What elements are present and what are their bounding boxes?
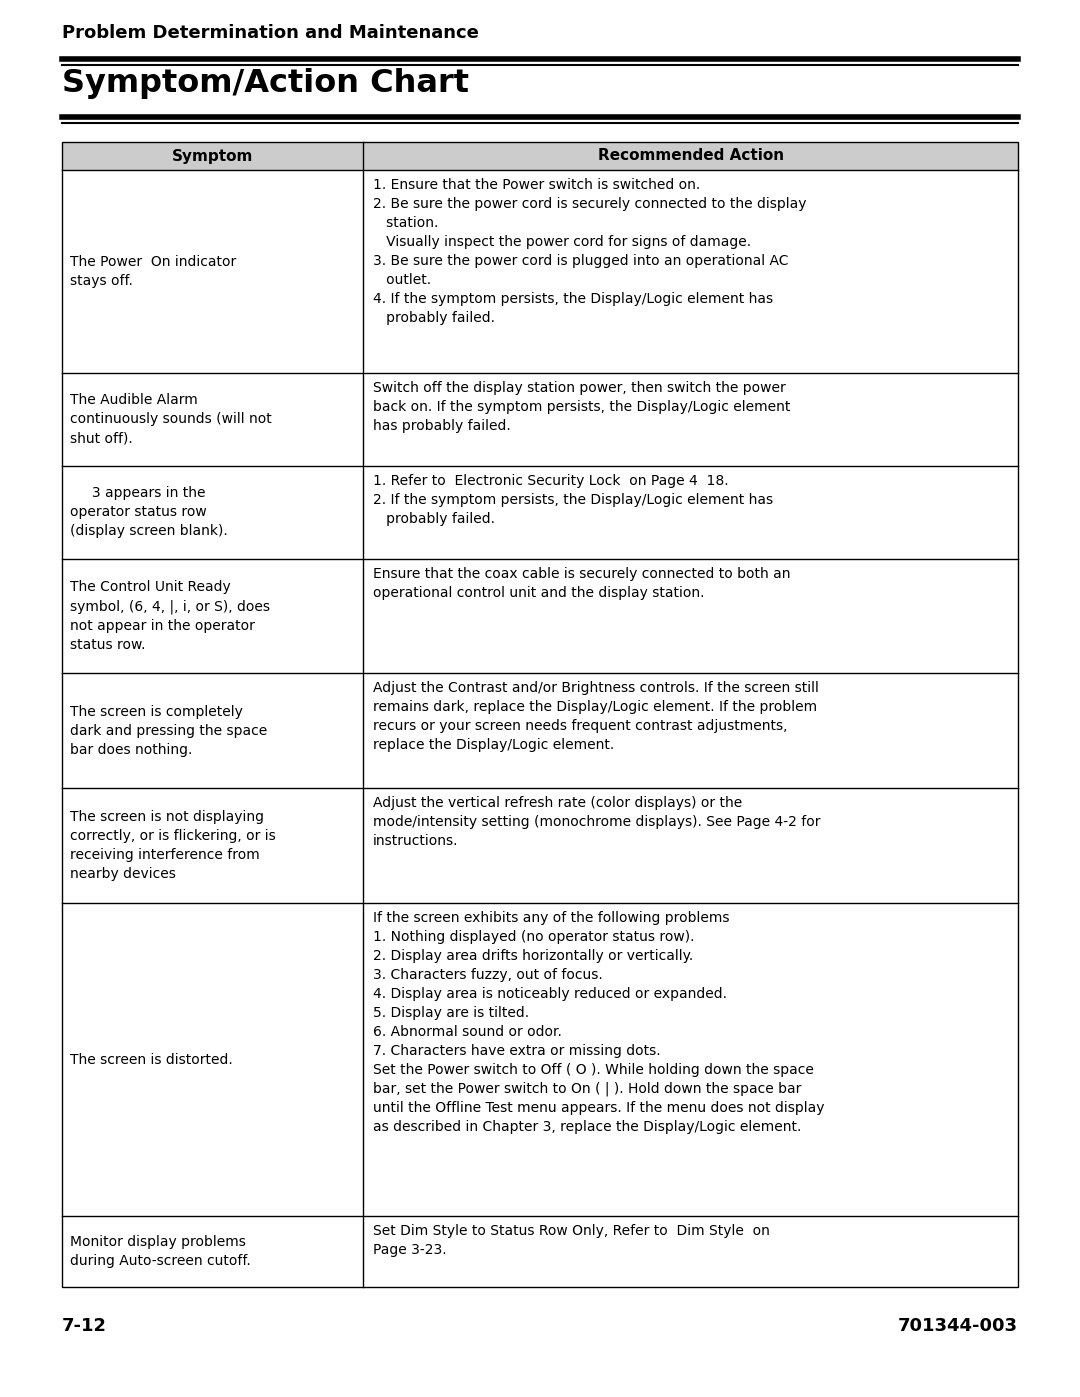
Text: Ensure that the coax cable is securely connected to both an
operational control : Ensure that the coax cable is securely c…	[374, 567, 791, 599]
Bar	[62, 142, 1018, 170]
Text: Adjust the vertical refresh rate (color displays) or the
mode/intensity setting : Adjust the vertical refresh rate (color …	[374, 796, 821, 848]
Text: Symptom: Symptom	[172, 148, 253, 163]
Text: 3 appears in the
operator status row
(display screen blank).: 3 appears in the operator status row (di…	[70, 486, 228, 538]
Bar	[363, 902, 1018, 1217]
Text: The Audible Alarm
continuously sounds (will not
shut off).: The Audible Alarm continuously sounds (w…	[70, 394, 272, 446]
Text: Recommended Action: Recommended Action	[597, 148, 784, 163]
Text: Problem Determination and Maintenance: Problem Determination and Maintenance	[62, 24, 478, 42]
Bar	[62, 673, 363, 788]
Text: Symptom/Action Chart: Symptom/Action Chart	[62, 68, 469, 99]
Text: 1. Refer to  Electronic Security Lock  on Page 4  18.
2. If the symptom persists: 1. Refer to Electronic Security Lock on …	[374, 474, 773, 525]
Text: Monitor display problems
during Auto-screen cutoff.: Monitor display problems during Auto-scr…	[70, 1235, 251, 1268]
Bar	[62, 465, 363, 559]
Text: Set Dim Style to Status Row Only, Refer to  Dim Style  on
Page 3-23.: Set Dim Style to Status Row Only, Refer …	[374, 1224, 770, 1257]
Bar	[62, 559, 363, 673]
Bar	[363, 465, 1018, 559]
Text: The Power  On indicator
stays off.: The Power On indicator stays off.	[70, 256, 237, 288]
Bar	[62, 373, 363, 465]
Text: 701344-003: 701344-003	[897, 1317, 1018, 1336]
Text: The screen is distorted.: The screen is distorted.	[70, 1053, 233, 1067]
Text: Switch off the display station power, then switch the power
back on. If the symp: Switch off the display station power, th…	[374, 381, 791, 433]
Text: 7-12: 7-12	[62, 1317, 107, 1336]
Bar	[62, 902, 363, 1217]
Bar	[62, 170, 363, 373]
Text: If the screen exhibits any of the following problems
1. Nothing displayed (no op: If the screen exhibits any of the follow…	[374, 911, 825, 1134]
Bar	[62, 142, 1018, 1287]
Text: Adjust the Contrast and/or Brightness controls. If the screen still
remains dark: Adjust the Contrast and/or Brightness co…	[374, 682, 819, 752]
Bar	[363, 170, 1018, 373]
Bar	[363, 1217, 1018, 1287]
Text: The screen is completely
dark and pressing the space
bar does nothing.: The screen is completely dark and pressi…	[70, 705, 267, 757]
Text: The Control Unit Ready
symbol, (6, 4, |, i, or S), does
not appear in the operat: The Control Unit Ready symbol, (6, 4, |,…	[70, 580, 270, 651]
Bar	[363, 559, 1018, 673]
Text: 1. Ensure that the Power switch is switched on.
2. Be sure the power cord is sec: 1. Ensure that the Power switch is switc…	[374, 177, 807, 324]
Bar	[363, 788, 1018, 902]
Bar	[363, 673, 1018, 788]
Text: The screen is not displaying
correctly, or is flickering, or is
receiving interf: The screen is not displaying correctly, …	[70, 810, 275, 882]
Bar	[363, 373, 1018, 465]
Bar	[62, 788, 363, 902]
Bar	[62, 1217, 363, 1287]
